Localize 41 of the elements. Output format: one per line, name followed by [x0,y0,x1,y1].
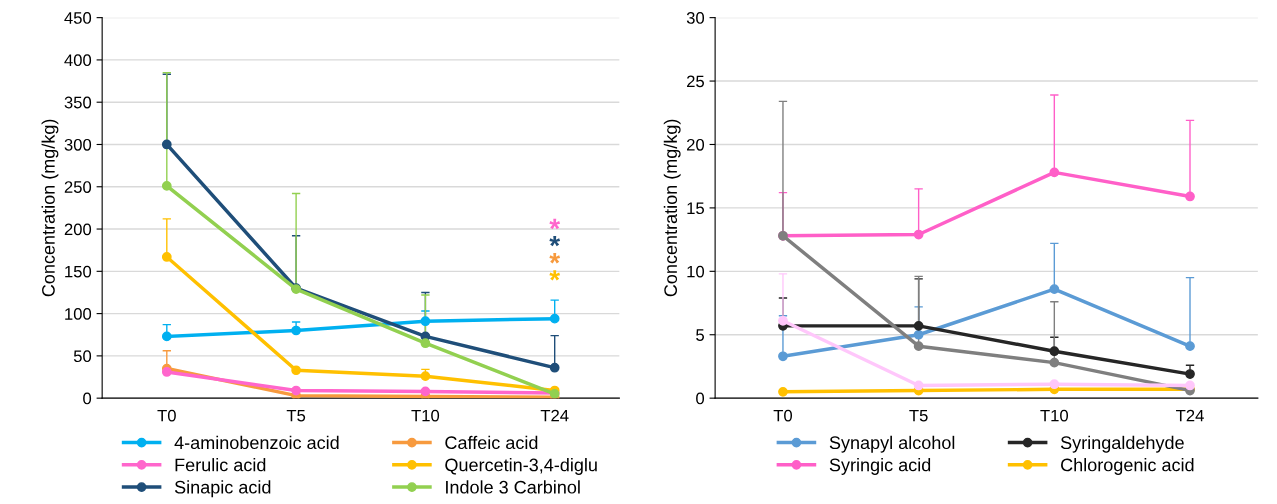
y-tick-label: 350 [64,96,92,109]
legend-label: 4-aminobenzoic acid [174,435,339,450]
legend-label: Synapyl alcohol [829,435,955,453]
y-axis-title: Concentration (mg/kg) [663,119,681,297]
y-tick-label: 50 [73,350,92,363]
y-tick-label: 400 [64,54,92,67]
y-tick-label: 0 [696,392,705,405]
y-tick-label: 5 [696,329,705,341]
y-tick-label: 30 [686,12,705,24]
y-tick-label: 10 [687,265,705,278]
y-tick-label: 20 [687,138,705,151]
y-tick-label: 150 [65,265,92,278]
x-tick-label: T0 [157,409,176,422]
annotation: * [549,270,561,281]
y-tick-label: 250 [64,181,92,193]
legend-label: Sinapic acid [174,480,271,498]
legend-label: Syringic acid [829,458,931,475]
y-axis-title: Concentration (mg/kg) [41,119,59,297]
x-tick-label: T24 [540,409,569,422]
x-tick-label: T10 [411,409,440,422]
annotation: * [549,218,561,230]
x-tick-label: T5 [909,409,928,422]
legend-label: Ferulic acid [175,458,266,472]
y-tick-label: 15 [687,202,705,215]
legend-label: Syringaldehyde [1060,435,1184,453]
x-tick-label: T5 [286,409,306,422]
legend-label: Indole 3 Carbinol [446,480,580,494]
y-tick-label: 25 [687,75,705,88]
x-tick-label: T10 [1040,409,1069,422]
legend-label: Caffeic acid [445,435,538,450]
y-tick-label: 450 [64,12,92,24]
y-tick-label: 100 [65,308,92,320]
x-tick-label: T24 [1176,409,1204,422]
y-tick-label: 300 [64,138,92,151]
annotation: * [549,235,561,247]
legend-label: Quercetin-3,4-diglu [445,458,597,475]
legend-label: Chlorogenic acid [1061,458,1194,475]
y-tick-label: 200 [64,223,92,236]
annotation: * [549,253,561,264]
y-tick-label: 0 [83,392,92,405]
x-tick-label: T0 [773,409,793,422]
